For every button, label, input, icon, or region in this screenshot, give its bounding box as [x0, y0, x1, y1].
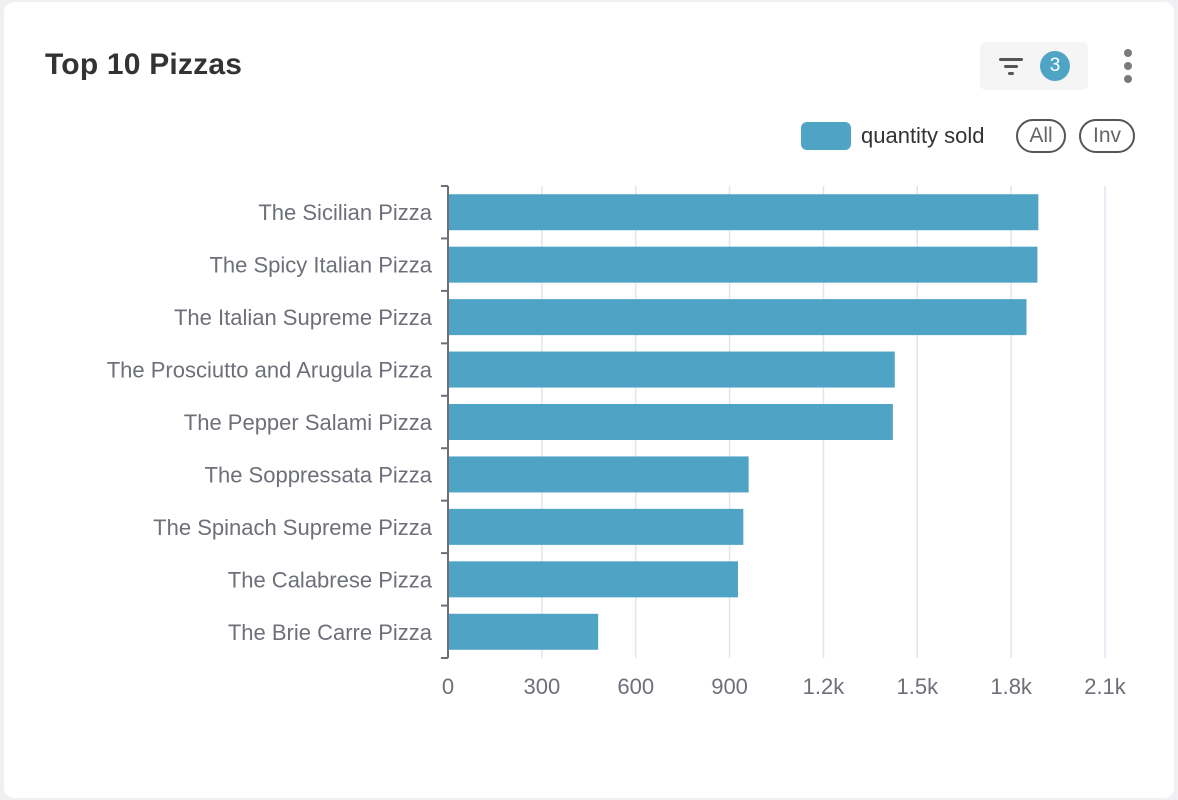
x-tick-label: 900	[711, 674, 748, 699]
category-label: The Brie Carre Pizza	[228, 620, 433, 645]
x-tick-label: 1.2k	[803, 674, 846, 699]
bar[interactable]	[448, 299, 1027, 336]
x-tick-label: 600	[617, 674, 654, 699]
category-label: The Italian Supreme Pizza	[174, 305, 433, 330]
bar[interactable]	[448, 508, 744, 545]
bar[interactable]	[448, 194, 1039, 231]
bar-chart: The Sicilian Pizza The Spicy Italian Pizz…	[107, 185, 1127, 699]
legend-select-all-button[interactable]: All	[1016, 119, 1066, 153]
category-label: The Calabrese Pizza	[228, 567, 433, 592]
bar[interactable]	[448, 613, 599, 650]
bar[interactable]	[448, 246, 1038, 283]
category-label: The Spicy Italian Pizza	[209, 253, 432, 278]
filter-count-badge: 3	[1040, 51, 1070, 81]
x-tick-label: 0	[442, 674, 454, 699]
category-label: The Prosciutto and Arugula Pizza	[107, 358, 433, 383]
more-vertical-icon	[1124, 49, 1132, 57]
legend-swatch[interactable]	[801, 122, 851, 150]
category-label: The Spinach Supreme Pizza	[153, 515, 433, 540]
bar[interactable]	[448, 404, 893, 440]
category-label: The Pepper Salami Pizza	[184, 410, 433, 435]
category-label: The Soppressata Pizza	[205, 462, 433, 487]
x-tick-label: 1.8k	[990, 674, 1033, 699]
bar[interactable]	[448, 351, 895, 388]
chart-card: Top 10 Pizzas 3 quantity sold All Inv Th…	[4, 2, 1174, 798]
x-tick-label: 300	[523, 674, 560, 699]
legend-invert-button[interactable]: Inv	[1079, 119, 1135, 153]
more-options-button[interactable]	[1116, 46, 1140, 86]
category-label: The Sicilian Pizza	[258, 200, 432, 225]
chart-title: Top 10 Pizzas	[45, 48, 243, 81]
x-tick-label: 2.1k	[1084, 674, 1127, 699]
x-tick-label: 1.5k	[896, 674, 939, 699]
legend-label[interactable]: quantity sold	[861, 123, 985, 148]
bar[interactable]	[448, 561, 739, 598]
filter-icon	[999, 58, 1023, 75]
bar[interactable]	[448, 456, 749, 493]
filter-button[interactable]: 3	[980, 42, 1088, 90]
